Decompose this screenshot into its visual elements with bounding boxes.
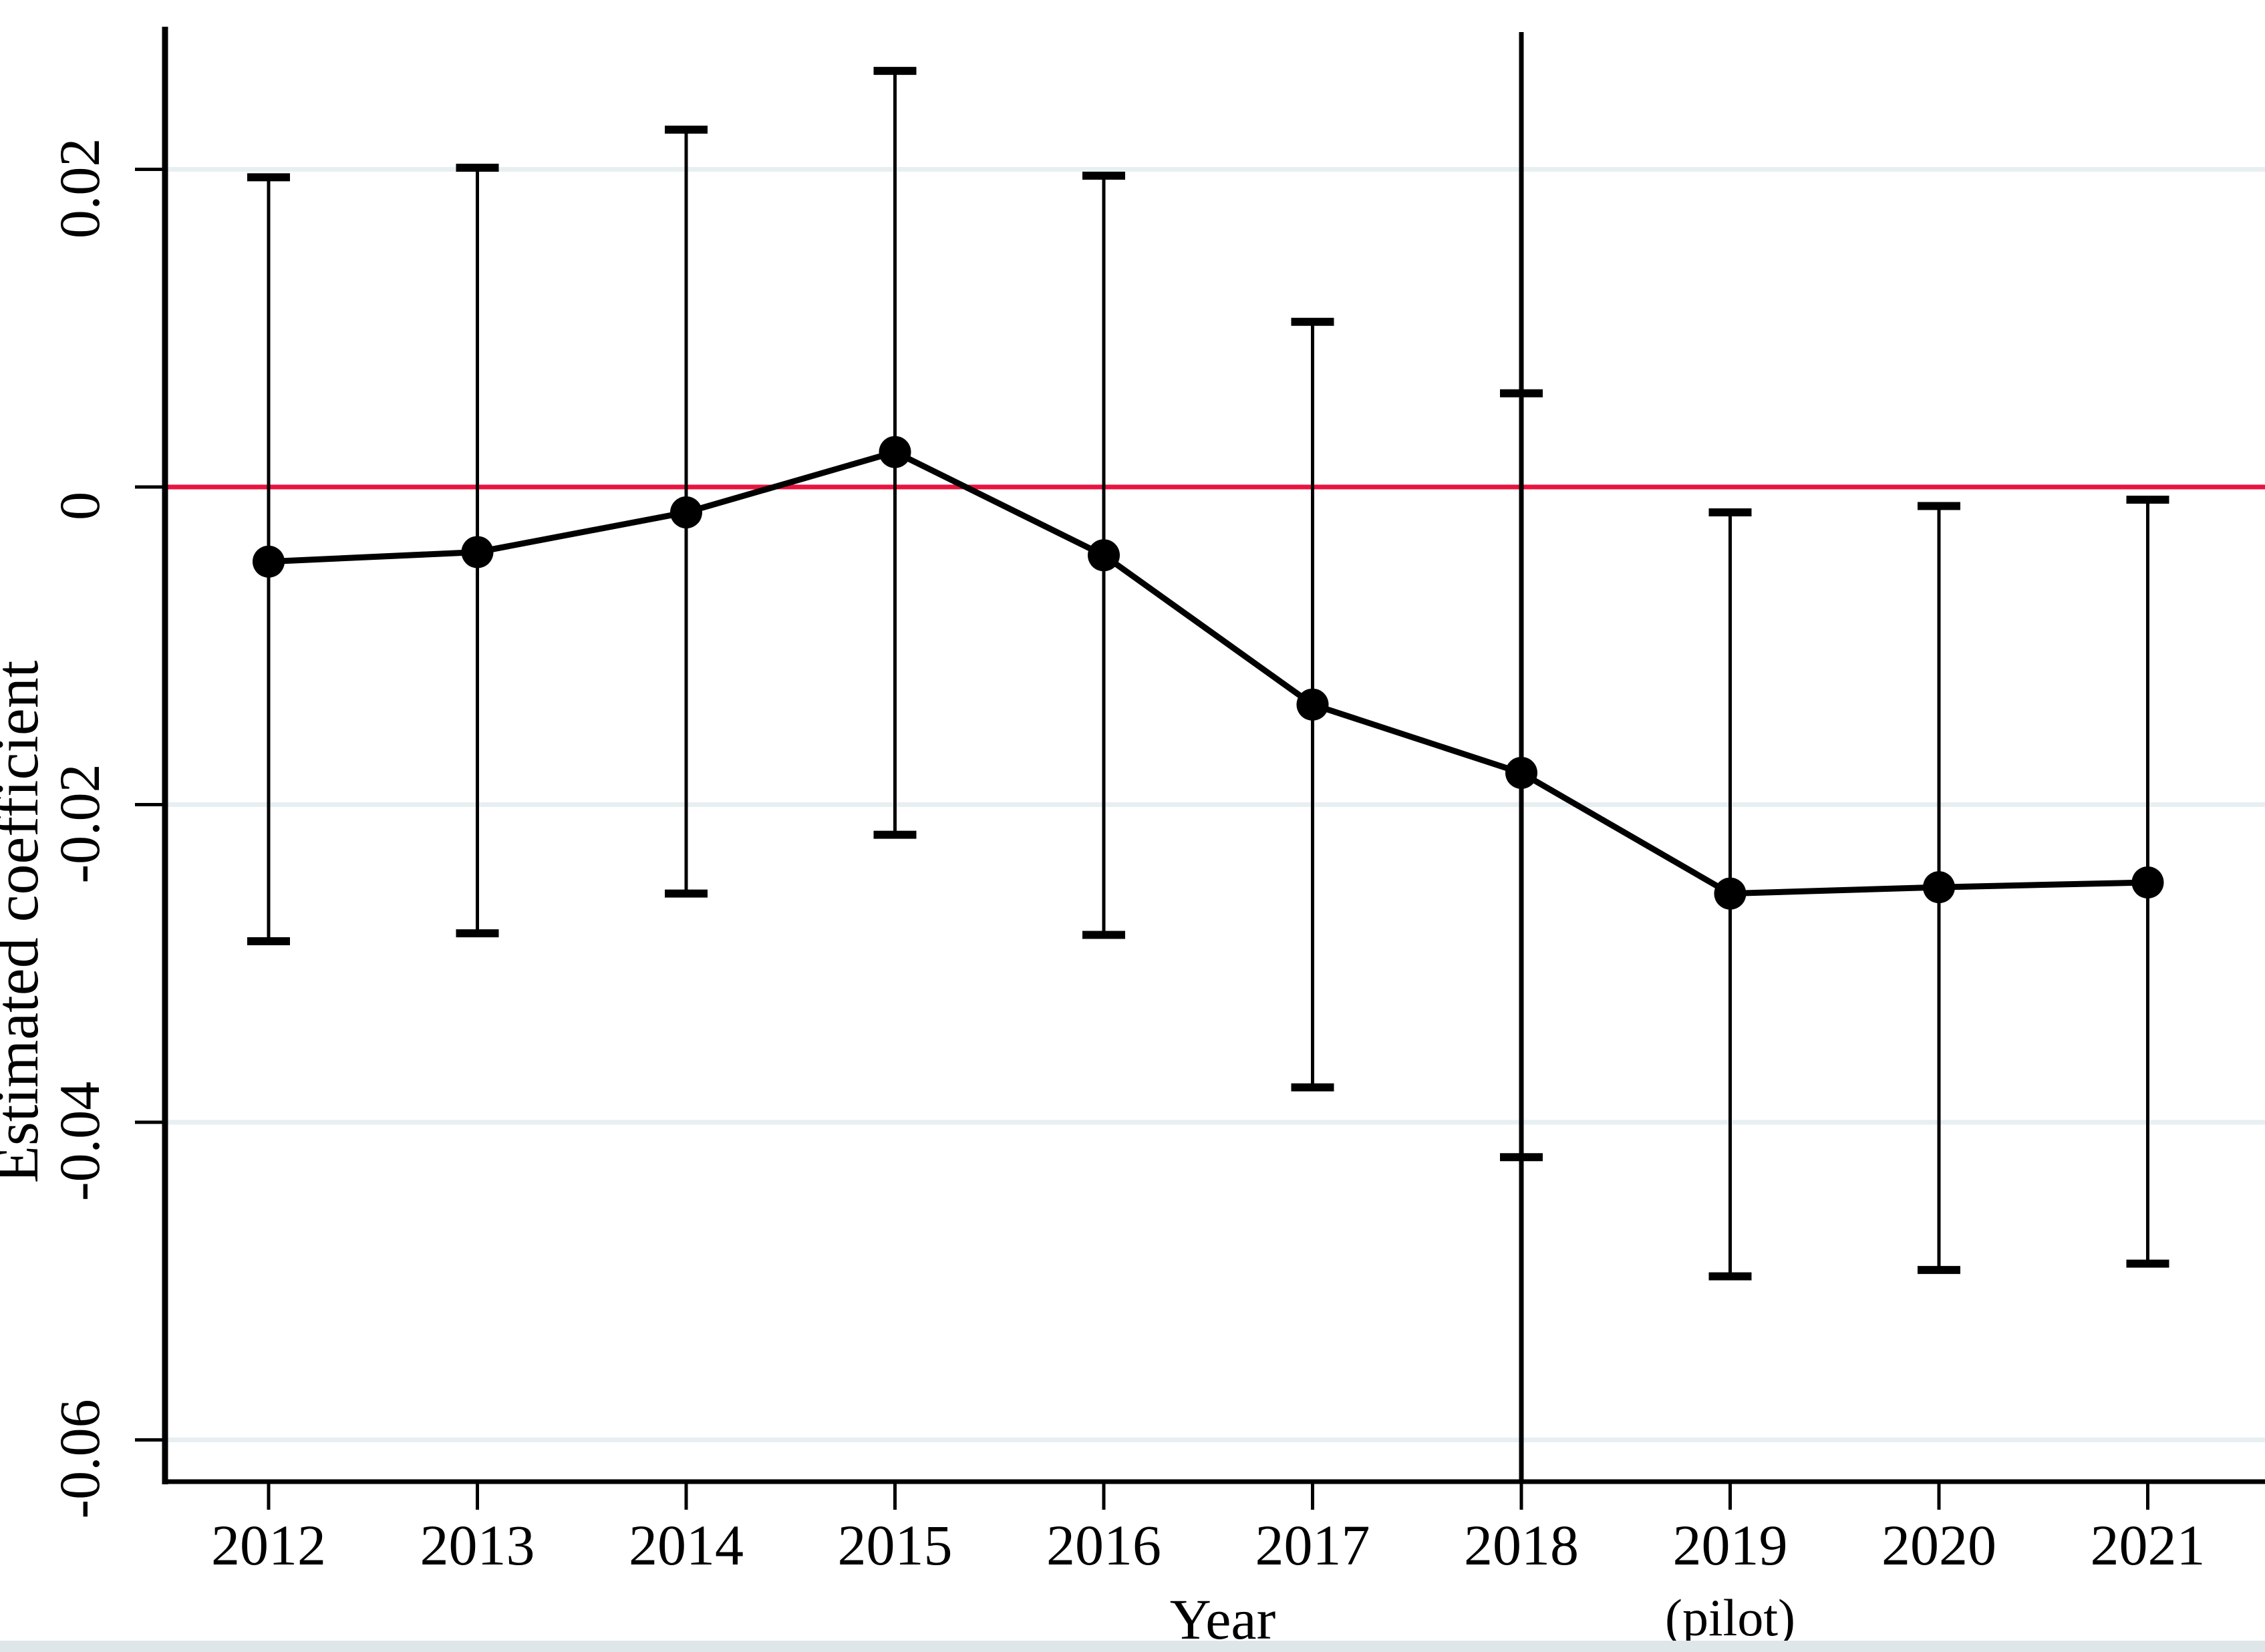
x-tick-label-2016: 2016 [1046, 1513, 1161, 1577]
y-tick-label--0.06: -0.06 [47, 1399, 112, 1518]
x-axis-pilot-note: (pilot) [1665, 1589, 1795, 1647]
x-tick-label-2014: 2014 [629, 1513, 744, 1577]
point-marker-2016 [1088, 539, 1120, 572]
series-line [268, 448, 2148, 897]
y-tick-label-0: 0 [47, 492, 112, 520]
y-axis-title: Estimated coefficient [0, 660, 51, 1183]
bottom-strip [0, 1641, 2265, 1652]
x-tick-label-2017: 2017 [1255, 1513, 1370, 1577]
point-marker-2019 [1714, 877, 1747, 910]
x-tick-label-2021: 2021 [2091, 1513, 2206, 1577]
point-marker-2017 [1296, 688, 1329, 721]
point-marker-2012 [253, 545, 285, 578]
y-tick-label--0.02: -0.02 [47, 764, 112, 883]
x-tick-label-2020: 2020 [1881, 1513, 1996, 1577]
x-tick-label-2012: 2012 [211, 1513, 326, 1577]
point-marker-2021 [2131, 866, 2164, 898]
x-tick-label-2019: 2019 [1673, 1513, 1788, 1577]
y-tick-label-0.02: 0.02 [47, 138, 112, 239]
x-tick-label-2015: 2015 [838, 1513, 953, 1577]
point-marker-2014 [670, 496, 702, 529]
x-tick-label-2013: 2013 [420, 1513, 535, 1577]
point-marker-2020 [1923, 871, 1955, 904]
point-marker-2013 [461, 536, 494, 568]
point-marker-2018 [1505, 756, 1537, 789]
point-marker-2015 [879, 436, 911, 468]
x-tick-label-2018: 2018 [1464, 1513, 1579, 1577]
y-tick-label--0.04: -0.04 [47, 1082, 112, 1201]
